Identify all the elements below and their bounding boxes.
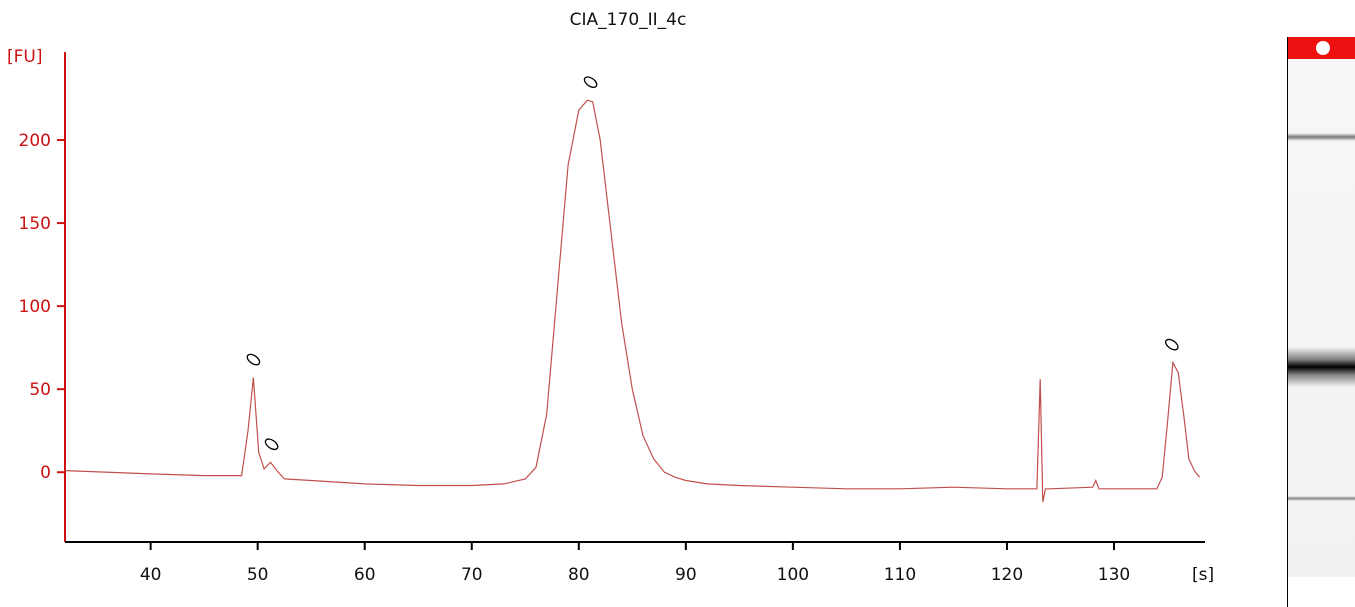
- peak-marker: [264, 438, 279, 451]
- y-tick-label: 50: [29, 380, 51, 400]
- y-axis-unit-label: [FU]: [7, 47, 43, 67]
- x-tick-label: 90: [675, 565, 697, 585]
- peak-marker: [1164, 338, 1179, 351]
- x-tick-label: 60: [354, 565, 376, 585]
- x-axis-unit-label: [s]: [1192, 565, 1214, 585]
- y-tick-label: 150: [19, 214, 51, 234]
- x-tick-label: 110: [884, 565, 916, 585]
- x-tick-label: 80: [568, 565, 590, 585]
- x-tick-label: 100: [777, 565, 809, 585]
- x-tick-label: 120: [991, 565, 1023, 585]
- chart-title: CIA_170_II_4c: [570, 10, 687, 30]
- peak-marker: [246, 353, 261, 366]
- gel-band-upper-marker: [1288, 133, 1355, 141]
- y-tick-label: 200: [19, 131, 51, 151]
- gel-lane-header: [1288, 37, 1355, 59]
- x-tick-label: 40: [140, 565, 162, 585]
- gel-lane-image: [1287, 37, 1355, 607]
- y-tick-label: 100: [19, 297, 51, 317]
- gel-band-main: [1288, 347, 1355, 387]
- sample-dot-icon: [1316, 41, 1330, 55]
- x-tick-label: 50: [247, 565, 269, 585]
- trace-line: [64, 99, 1201, 503]
- gel-lane-background: [1288, 59, 1355, 577]
- gel-band-lower-marker: [1288, 496, 1355, 501]
- peak-marker: [583, 76, 598, 89]
- x-tick-label: 130: [1098, 565, 1130, 585]
- x-tick-label: 70: [461, 565, 483, 585]
- y-tick-label: 0: [40, 463, 51, 483]
